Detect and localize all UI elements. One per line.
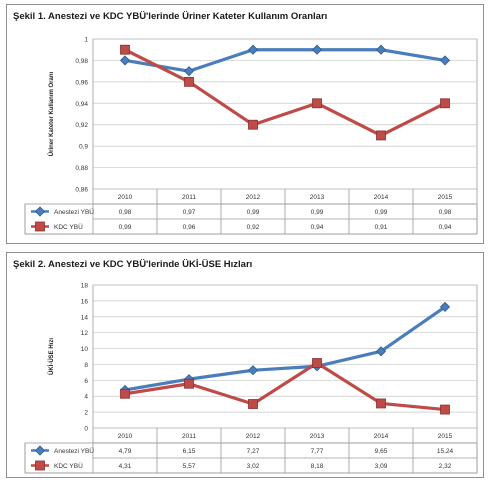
data-table-value: 0,98 [119, 209, 132, 216]
x-category-label: 2012 [246, 433, 261, 440]
data-table-value: 0,99 [247, 209, 260, 216]
y-tick-label: 2 [84, 410, 88, 417]
chart-panel-1: Şekil 1. Anestezi ve KDC YBÜ'lerinde Üri… [6, 4, 484, 244]
data-point [119, 55, 131, 66]
y-tick-label: 1 [84, 37, 88, 44]
y-tick-label: 0 [84, 426, 88, 433]
series-line [124, 48, 446, 73]
chart-2-svg: 0 2 4 6 8 10 12 14 16 18 ÜKİ-ÜSE Hızı 2010 2011 2012 2… [24, 283, 478, 474]
data-table-value: 7,27 [247, 448, 260, 455]
data-point [120, 44, 130, 55]
data-point [440, 98, 450, 109]
x-category-label: 2010 [118, 433, 133, 440]
x-category-label: 2015 [438, 433, 453, 440]
y-tick-label: 0,9 [79, 144, 88, 151]
y-tick-label: 0,88 [75, 165, 88, 172]
x-category-label: 2013 [310, 194, 325, 201]
y-tick-label: 18 [81, 283, 89, 290]
series-kdc [120, 44, 450, 141]
legend-key-marker [35, 221, 45, 232]
data-point [312, 358, 322, 368]
data-table-value: 3,02 [247, 463, 260, 470]
data-table-value: 0,99 [311, 209, 324, 216]
data-table-value: 0,96 [183, 224, 196, 231]
y-tick-label: 0,92 [75, 122, 88, 129]
data-table-value: 8,18 [311, 463, 324, 470]
legend-label: KDC YBÜ [54, 462, 83, 470]
data-table-value: 0,94 [311, 224, 324, 231]
data-table-value: 2,32 [439, 463, 452, 470]
series-line [124, 361, 446, 412]
data-table-value: 0,99 [375, 209, 388, 216]
data-point [375, 44, 387, 55]
data-point [440, 404, 450, 415]
y-tick-label: 4 [84, 394, 88, 401]
y-tick-label: 0,94 [75, 101, 88, 108]
data-table-value: 9,65 [375, 448, 388, 455]
chart-title: Şekil 2. Anestezi ve KDC YBÜ'lerinde ÜKİ… [13, 259, 253, 270]
y-tick-label: 0,98 [75, 58, 88, 65]
data-point [247, 365, 259, 376]
y-axis-label: ÜKİ-ÜSE Hızı [48, 338, 55, 375]
legend-key-marker [35, 460, 45, 471]
chart-panel-2: Şekil 2. Anestezi ve KDC YBÜ'lerinde ÜKİ… [6, 252, 484, 478]
x-category-label: 2013 [310, 433, 325, 440]
data-table-value: 15,24 [437, 448, 454, 455]
data-point [248, 119, 258, 130]
x-category-label: 2012 [246, 194, 261, 201]
data-table-value: 0,97 [183, 209, 196, 216]
legend-label: Anestezi YBÜ [54, 208, 94, 216]
data-point [375, 346, 387, 357]
data-point [184, 76, 194, 87]
data-table-value: 4,79 [119, 448, 132, 455]
x-category-label: 2010 [118, 194, 133, 201]
data-point [184, 378, 194, 389]
legend-key-marker [34, 206, 46, 217]
data-point [120, 388, 130, 399]
y-tick-label: 0,96 [75, 79, 88, 86]
y-tick-label: 10 [81, 346, 89, 353]
data-point [311, 44, 323, 55]
data-table-value: 0,98 [439, 209, 452, 216]
legend-label: KDC YBÜ [54, 223, 83, 231]
data-table-value: 6,15 [183, 448, 196, 455]
chart-title: Şekil 1. Anestezi ve KDC YBÜ'lerinde Üri… [13, 11, 328, 22]
data-table-value: 0,94 [439, 224, 452, 231]
y-tick-label: 8 [84, 362, 88, 369]
data-point [439, 55, 451, 66]
series-anestezi [119, 44, 451, 77]
data-point [248, 399, 258, 409]
series-line [124, 305, 446, 392]
data-table-value: 0,91 [375, 224, 388, 231]
data-point [312, 98, 322, 109]
data-point [376, 130, 386, 141]
data-table-value: 4,31 [119, 463, 132, 470]
y-tick-label: 0,86 [75, 187, 88, 194]
x-category-label: 2015 [438, 194, 453, 201]
legend-label: Anestezi YBÜ [54, 447, 94, 455]
plot-area [92, 284, 478, 429]
data-point [439, 301, 451, 312]
data-point [183, 66, 195, 77]
chart-1-svg: 0,86 0,88 0,9 0,92 0,94 0,96 0,98 1 Üriner Katet… [24, 37, 478, 235]
data-point [247, 44, 259, 55]
data-table-value: 7,77 [311, 448, 324, 455]
series-line [124, 48, 446, 138]
data-table-value: 0,92 [247, 224, 260, 231]
y-tick-label: 12 [81, 330, 89, 337]
x-category-label: 2011 [182, 194, 196, 201]
x-category-label: 2011 [182, 433, 196, 440]
x-category-label: 2014 [374, 194, 389, 201]
x-category-label: 2014 [374, 433, 389, 440]
data-table-value: 5,57 [183, 463, 196, 470]
y-tick-label: 16 [81, 298, 89, 305]
data-point [376, 398, 386, 409]
y-tick-label: 14 [81, 314, 89, 321]
series-kdc [120, 358, 450, 415]
y-tick-label: 6 [84, 378, 88, 385]
legend-key-marker [34, 445, 46, 456]
data-table-value: 0,99 [119, 224, 132, 231]
data-table-value: 3,09 [375, 463, 388, 470]
y-axis-label: Üriner Kateter Kullanım Oranı [48, 71, 55, 156]
